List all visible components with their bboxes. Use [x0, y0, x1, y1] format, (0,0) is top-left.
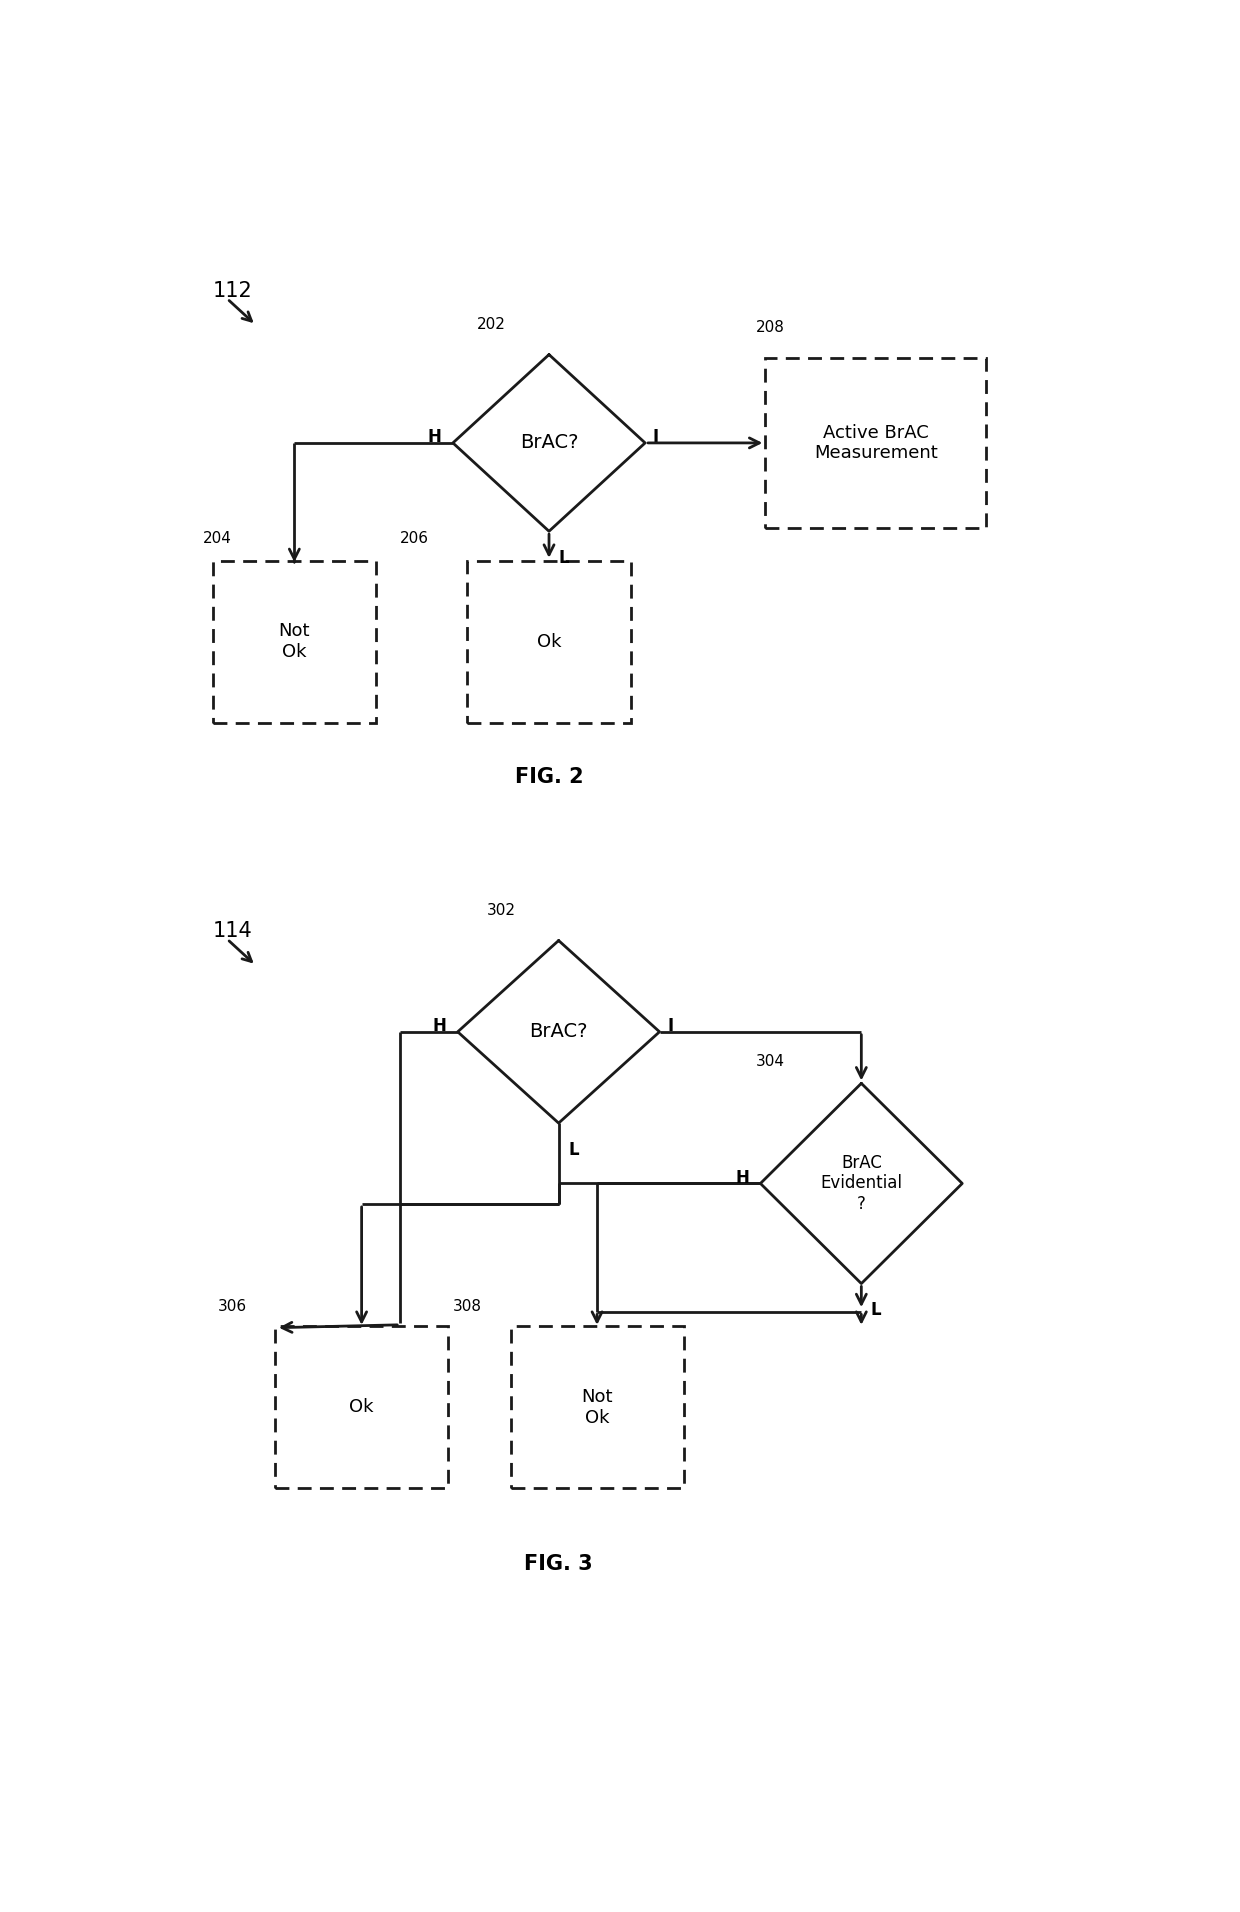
Text: H: H — [433, 1017, 446, 1034]
Text: 206: 206 — [401, 532, 429, 547]
Text: 304: 304 — [755, 1054, 785, 1069]
Text: 204: 204 — [203, 532, 232, 547]
Bar — [467, 560, 631, 723]
Text: 306: 306 — [217, 1300, 247, 1314]
Text: 202: 202 — [477, 317, 506, 333]
Text: L: L — [568, 1141, 579, 1159]
Text: L: L — [558, 549, 569, 568]
Text: Ok: Ok — [537, 633, 562, 650]
Bar — [213, 560, 376, 723]
Text: 208: 208 — [755, 321, 785, 335]
Text: 302: 302 — [486, 904, 516, 918]
Text: Active BrAC
Measurement: Active BrAC Measurement — [813, 424, 937, 463]
Text: I: I — [652, 428, 658, 445]
Bar — [511, 1327, 683, 1488]
Text: H: H — [428, 428, 441, 445]
Text: Not
Ok: Not Ok — [582, 1388, 613, 1426]
Text: 114: 114 — [213, 922, 253, 941]
Text: BrAC?: BrAC? — [529, 1023, 588, 1042]
Text: Not
Ok: Not Ok — [279, 621, 310, 662]
Text: H: H — [735, 1168, 749, 1187]
Text: BrAC
Evidential
?: BrAC Evidential ? — [821, 1153, 903, 1214]
Text: FIG. 3: FIG. 3 — [525, 1554, 593, 1574]
Text: L: L — [870, 1302, 882, 1319]
Bar — [275, 1327, 448, 1488]
Text: Ok: Ok — [350, 1398, 374, 1417]
Text: BrAC?: BrAC? — [520, 434, 578, 453]
Text: I: I — [667, 1017, 673, 1034]
Text: 112: 112 — [213, 281, 253, 300]
Bar — [765, 358, 986, 528]
Text: 308: 308 — [453, 1300, 482, 1314]
Text: FIG. 2: FIG. 2 — [515, 767, 583, 788]
